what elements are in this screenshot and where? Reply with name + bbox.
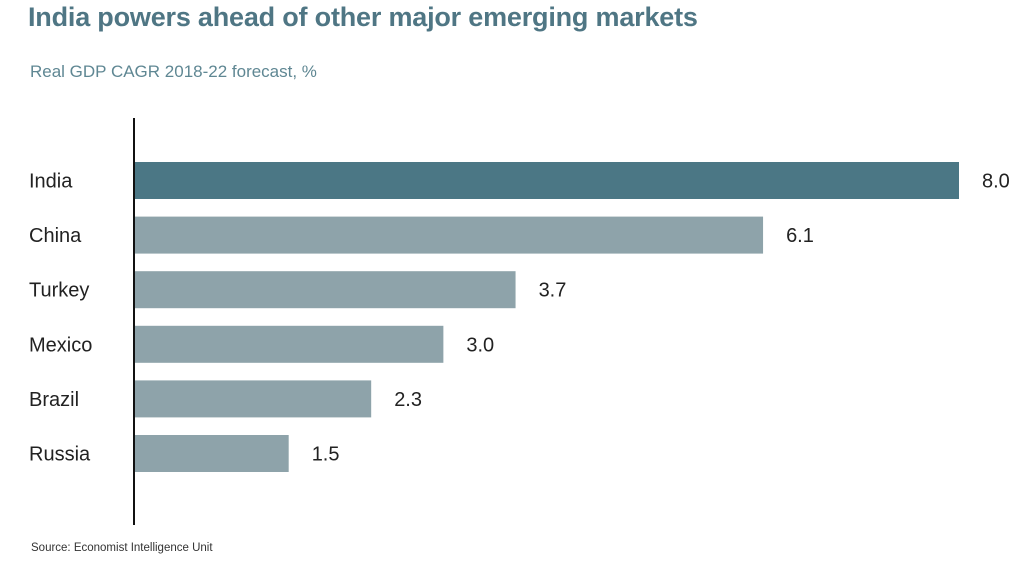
- source-note: Source: Economist Intelligence Unit: [31, 542, 213, 554]
- category-label-russia: Russia: [29, 444, 91, 466]
- value-label-china: 6.1: [786, 225, 814, 247]
- chart-subtitle: Real GDP CAGR 2018-22 forecast, %: [30, 62, 317, 81]
- category-label-india: India: [29, 171, 73, 193]
- category-label-china: China: [29, 225, 82, 247]
- category-labels: India China Turkey Mexico Brazil Russia: [29, 171, 92, 466]
- bar-mexico: [134, 325, 444, 363]
- value-label-mexico: 3.0: [466, 334, 494, 356]
- bars-group: [134, 162, 959, 472]
- chart-title: India powers ahead of other major emergi…: [28, 2, 698, 32]
- bar-china: [134, 216, 764, 254]
- value-label-russia: 1.5: [312, 444, 340, 466]
- value-labels: 8.0 6.1 3.7 3.0 2.3 1.5: [312, 171, 1010, 466]
- category-label-turkey: Turkey: [29, 280, 89, 302]
- bar-russia: [134, 435, 289, 472]
- category-label-brazil: Brazil: [29, 389, 79, 411]
- bar-india: [134, 162, 959, 199]
- category-label-mexico: Mexico: [29, 334, 92, 356]
- value-label-brazil: 2.3: [394, 389, 422, 411]
- bar-brazil: [134, 380, 372, 418]
- bar-turkey: [134, 271, 516, 309]
- value-label-turkey: 3.7: [539, 280, 567, 302]
- value-label-india: 8.0: [982, 171, 1010, 193]
